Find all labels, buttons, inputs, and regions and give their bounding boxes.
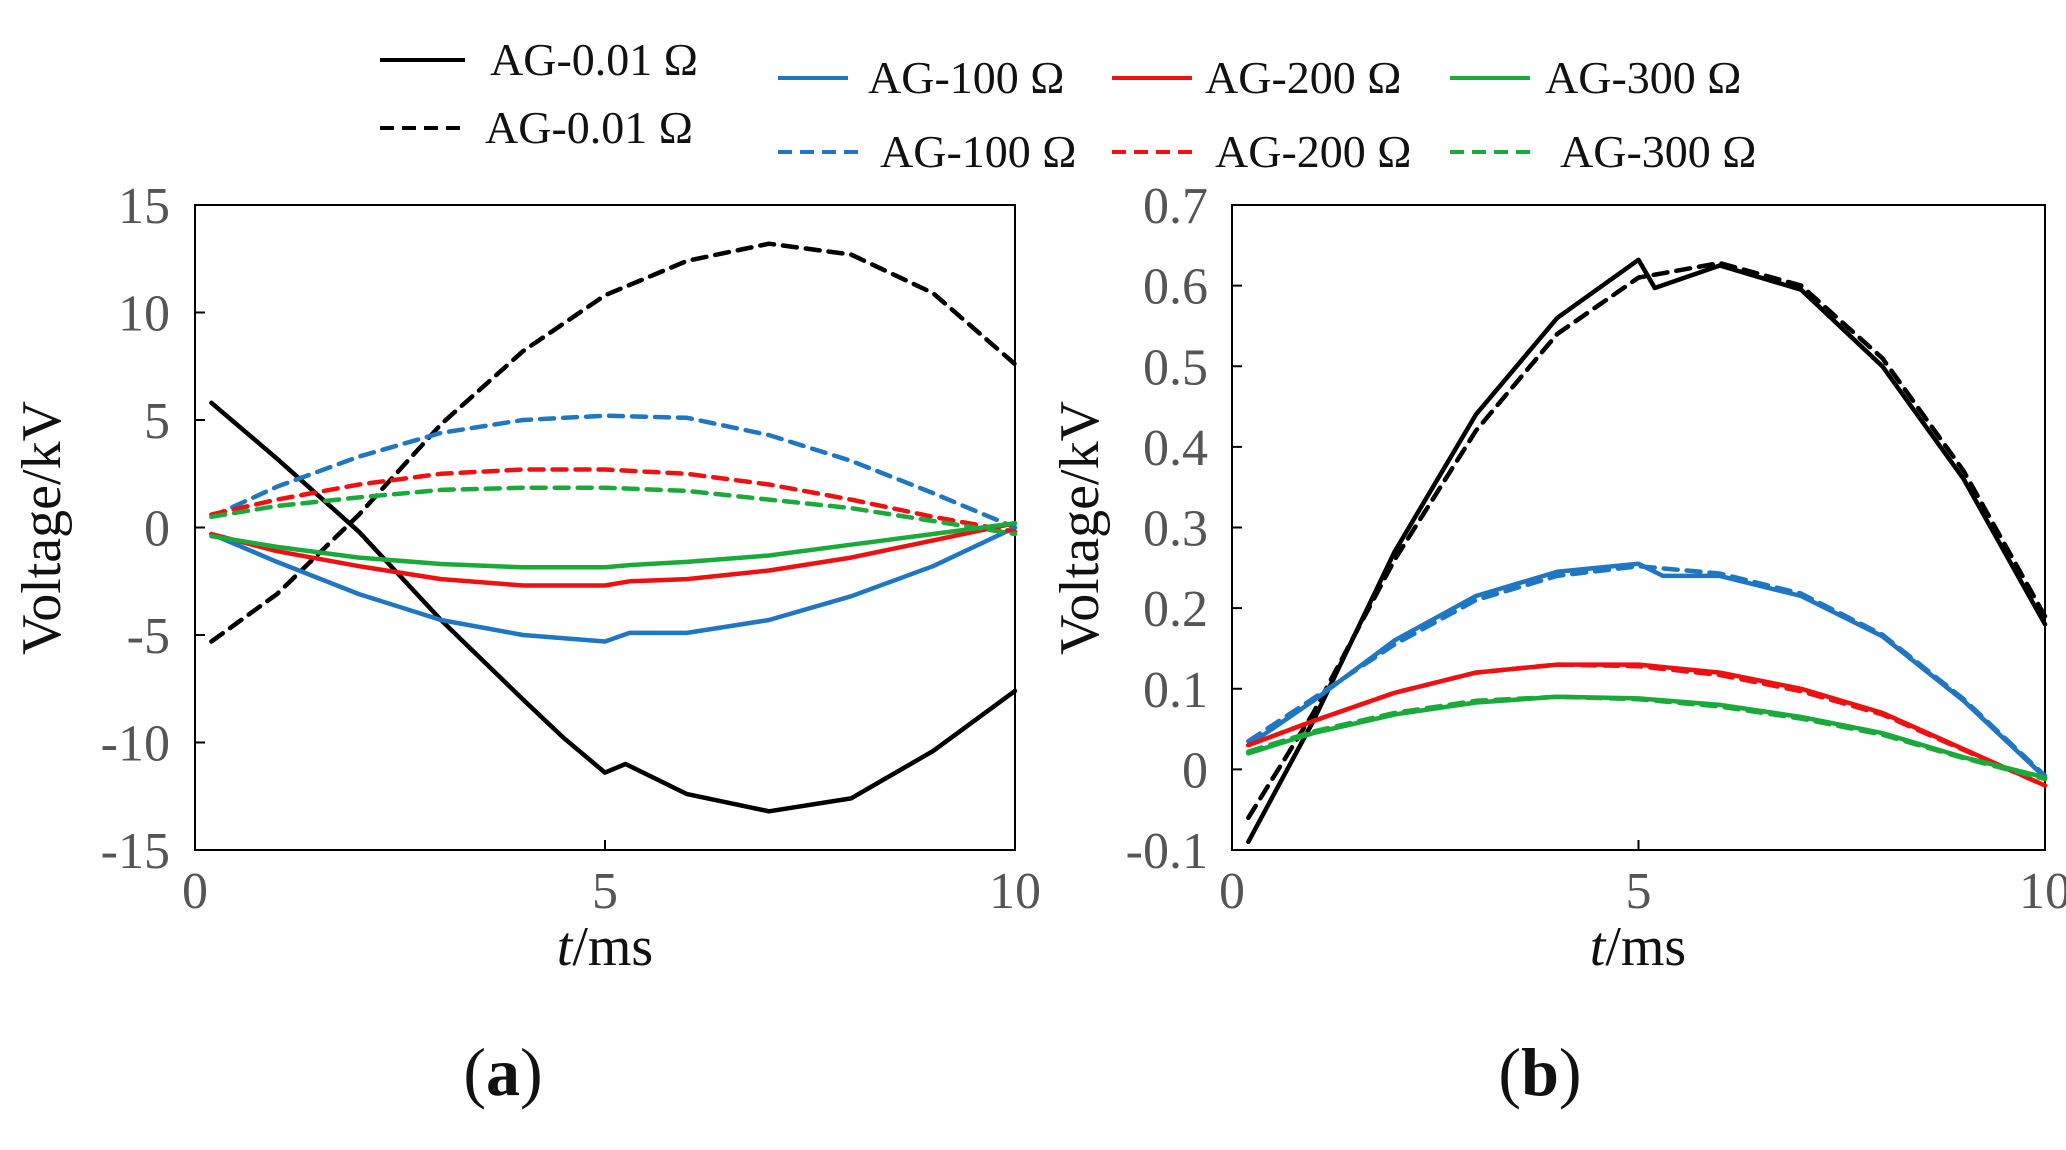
series-line-solid-4 <box>209 520 1018 588</box>
legend-label-dashed-1: AG-100 Ω <box>880 126 1076 177</box>
series-line-dashed-7 <box>1246 694 2048 782</box>
y-tick-label: 0.6 <box>1143 259 1208 316</box>
x-tick-label: 0 <box>1219 863 1245 920</box>
series-line-solid-0 <box>209 400 1018 814</box>
y-axis-title: Voltage/kV <box>1049 401 1111 655</box>
plot-frame <box>1231 204 2046 851</box>
x-tick-label: 0 <box>182 863 208 920</box>
series-line-solid-2 <box>1246 561 2048 780</box>
y-tick-label: 10 <box>118 286 170 343</box>
y-tick-label: 0.7 <box>1143 178 1208 235</box>
panel-label-letter: b <box>1521 1034 1559 1110</box>
series-line-solid-6 <box>209 520 1018 570</box>
x-axis-title-variable: t <box>557 916 574 978</box>
series-line-dashed-1 <box>1246 260 2048 821</box>
x-tick-label: 5 <box>592 863 618 920</box>
y-tick-label: 0 <box>1182 742 1208 799</box>
series-line-solid-2 <box>209 525 1018 644</box>
y-tick-label: -0.1 <box>1126 823 1208 880</box>
panel-label: (a) <box>463 1034 542 1110</box>
legend-label-dashed-0: AG-0.01 Ω <box>485 102 693 153</box>
y-tick-label: 0.1 <box>1143 662 1208 719</box>
plot-frame <box>194 204 1016 851</box>
y-axis-title: Voltage/kV <box>11 401 73 655</box>
series-line-dashed-1 <box>209 241 1018 644</box>
series-line-dashed-3 <box>1246 563 2048 779</box>
legend-label-solid-1: AG-100 Ω <box>868 52 1064 103</box>
x-axis-title-unit: /ms <box>1605 916 1686 978</box>
panel-label: (b) <box>1498 1034 1581 1110</box>
legend: AG-0.01 Ω AG-100 Ω AG-200 Ω AG-300 Ω AG-0.01… <box>380 34 1756 177</box>
y-tick-label: 0.2 <box>1143 581 1208 638</box>
y-tick-label: 0.5 <box>1143 339 1208 396</box>
y-tick-label: -10 <box>101 716 170 773</box>
series-line-dashed-3 <box>209 413 1018 530</box>
series-line-dashed-7 <box>209 485 1018 537</box>
series-line-dashed-5 <box>209 467 1018 535</box>
y-tick-label: 0 <box>144 501 170 558</box>
x-tick-label: 5 <box>1626 863 1652 920</box>
y-tick-label: 0.3 <box>1143 501 1208 558</box>
x-tick-label: 10 <box>2019 863 2066 920</box>
legend-label-solid-0: AG-0.01 Ω <box>490 34 698 85</box>
legend-label-dashed-3: AG-300 Ω <box>1560 126 1756 177</box>
x-tick-label: 10 <box>989 863 1041 920</box>
legend-label-dashed-2: AG-200 Ω <box>1215 126 1411 177</box>
y-tick-label: 15 <box>118 178 170 235</box>
series-line-solid-6 <box>1246 694 2048 780</box>
series-line-solid-4 <box>1246 662 2048 788</box>
panel-label-letter: a <box>486 1034 520 1110</box>
y-tick-label: -15 <box>101 823 170 880</box>
x-axis-title-variable: t <box>1590 916 1607 978</box>
x-axis-title: t/ms <box>1590 916 1686 978</box>
y-tick-label: 0.4 <box>1143 420 1208 477</box>
y-tick-label: -5 <box>127 608 170 665</box>
legend-label-solid-2: AG-200 Ω <box>1205 52 1401 103</box>
series-line-solid-0 <box>1246 257 2048 845</box>
legend-label-solid-3: AG-300 Ω <box>1545 52 1741 103</box>
x-axis-title: t/ms <box>557 916 653 978</box>
panel-b-chart: -0.100.10.20.30.40.50.60.70 5 10Voltage/kV… <box>1049 178 2066 1110</box>
series-line-dashed-5 <box>1246 662 2048 788</box>
y-tick-label: 5 <box>144 393 170 450</box>
x-axis-title-unit: /ms <box>572 916 653 978</box>
